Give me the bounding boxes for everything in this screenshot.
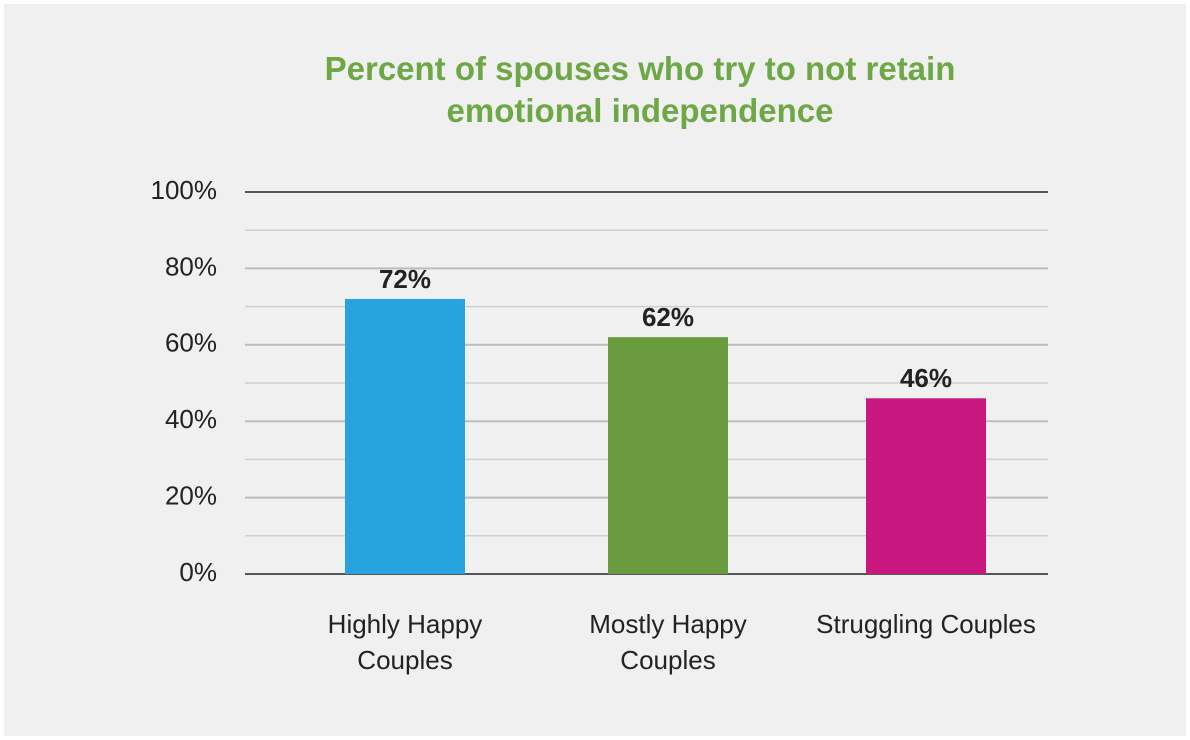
x-tick-label: Highly Happy Couples [327,609,483,675]
x-tick-label: Mostly Happy Couples [589,609,747,675]
chart-title: Percent of spouses who try to not retain… [324,50,956,129]
bar [866,398,986,574]
x-tick-label: Struggling Couples [816,609,1036,639]
y-tick-label: 0% [179,557,217,587]
bar [608,337,728,574]
bar [345,298,465,574]
data-label: 62% [642,302,694,332]
y-tick-label: 100% [151,175,218,205]
y-tick-label: 40% [165,404,217,434]
plot: 0% 20% 40% 60% 80% 100% 72% 62% 46% [151,175,1048,587]
data-label: 72% [379,264,431,294]
y-tick-label: 20% [165,480,217,510]
data-label: 46% [900,363,952,393]
y-tick-label: 60% [165,328,217,358]
y-tick-label: 80% [165,251,217,281]
chart: Percent of spouses who try to not retain… [4,4,1186,736]
